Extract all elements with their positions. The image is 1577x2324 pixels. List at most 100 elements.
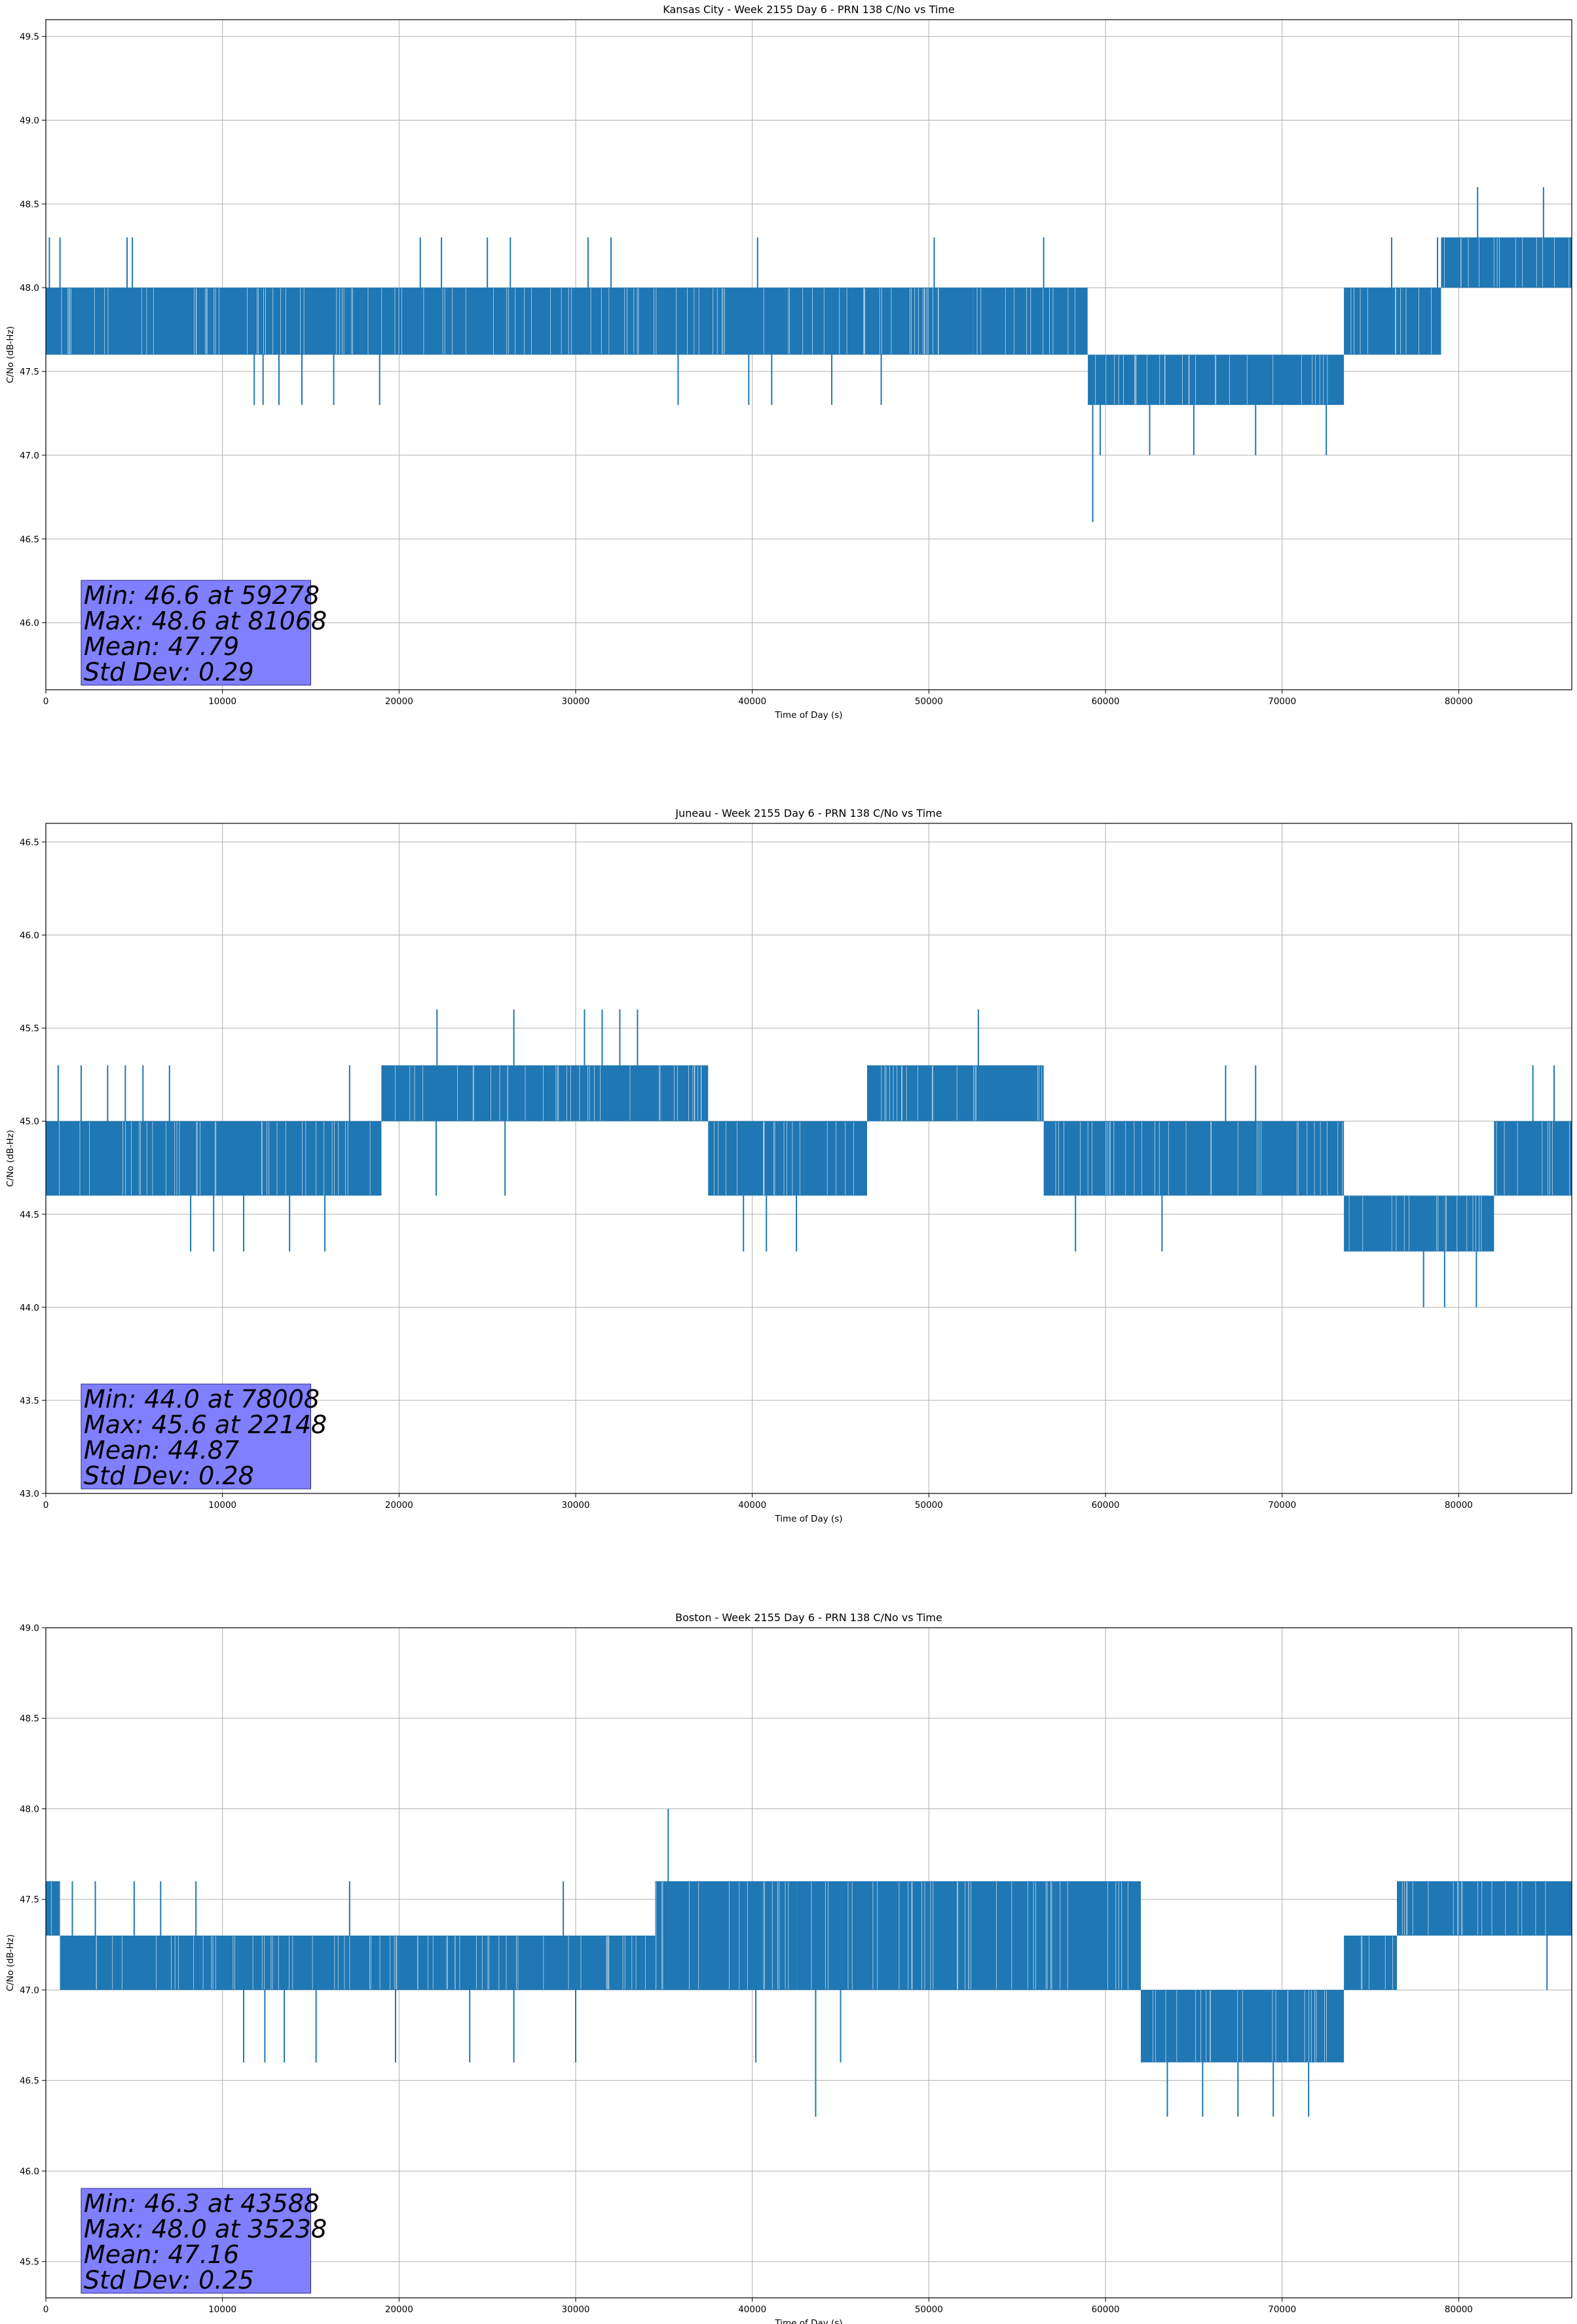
x-tick-label: 30000 [562, 2304, 590, 2315]
y-tick-label: 44.0 [20, 1303, 39, 1313]
y-tick-label: 47.0 [20, 1985, 39, 1996]
stats-line: Std Dev: 0.29 [84, 658, 254, 686]
x-tick-label: 10000 [208, 2304, 236, 2315]
x-tick-label: 0 [43, 696, 49, 707]
axes-frame [45, 1627, 1572, 2298]
x-tick-label: 0 [43, 2304, 49, 2315]
y-tick-label: 43.5 [20, 1396, 39, 1406]
data-series [46, 1809, 1572, 2117]
stats-box [81, 1383, 312, 1490]
x-tick-label: 40000 [738, 1500, 766, 1510]
data-band [1494, 1121, 1572, 1196]
axes-frame [45, 823, 1572, 1494]
y-tick-label: 49.5 [20, 32, 39, 43]
stats-box [81, 580, 312, 686]
data-series [46, 1009, 1572, 1307]
data-band [381, 1065, 709, 1121]
chart-panel-1: 0 10000 20000 30000 40000 50000 60000 70000 8000… [5, 3, 1572, 721]
x-tick-label: 60000 [1092, 2304, 1120, 2315]
data-band [866, 1065, 1044, 1121]
x-tick-label: 80000 [1445, 2304, 1473, 2315]
x-tick-label: 60000 [1092, 1500, 1120, 1510]
stats-line: Mean: 47.79 [84, 632, 239, 661]
data-band [46, 288, 973, 355]
y-tick-label: 45.0 [20, 1117, 39, 1127]
data-band [46, 1121, 382, 1196]
y-tick-label: 44.5 [20, 1210, 39, 1220]
y-tick-label: 48.5 [20, 199, 39, 210]
data-band [60, 1936, 656, 1990]
x-tick-label: 10000 [208, 1500, 236, 1510]
y-tick-label: 47.0 [20, 451, 39, 461]
chart-title: Juneau - Week 2155 Day 6 - PRN 138 C/No … [675, 807, 942, 819]
x-tick-label: 60000 [1092, 696, 1120, 707]
x-tick-label: 50000 [915, 1500, 943, 1510]
x-tick-label: 50000 [915, 2304, 943, 2315]
data-band [46, 1881, 60, 1936]
stats-line: Min: 44.0 at 78008 [84, 1385, 320, 1414]
y-tick-label: 46.5 [20, 534, 39, 545]
x-tick-label: 20000 [385, 2304, 413, 2315]
stats-line: Min: 46.6 at 59278 [84, 581, 320, 610]
y-tick-label: 49.0 [20, 1623, 39, 1634]
stats-line: Mean: 44.87 [84, 1436, 239, 1465]
y-tick-label: 46.0 [20, 618, 39, 629]
x-tick-label: 70000 [1268, 2304, 1296, 2315]
y-tick-label: 46.5 [20, 837, 39, 848]
y-tick-label: 46.0 [20, 2166, 39, 2177]
x-tick-label: 20000 [385, 1500, 413, 1510]
x-tick-label: 80000 [1445, 696, 1473, 707]
y-tick-label: 49.0 [20, 115, 39, 126]
data-band [1344, 1195, 1494, 1252]
chart-title: Boston - Week 2155 Day 6 - PRN 138 C/No … [675, 1611, 942, 1624]
data-band [1344, 1936, 1398, 1990]
x-tick-label: 50000 [915, 696, 943, 707]
data-band [708, 1121, 867, 1196]
x-tick-label: 70000 [1268, 696, 1296, 707]
y-tick-label: 48.5 [20, 1714, 39, 1724]
stats-line: Max: 45.6 at 22148 [84, 1410, 327, 1439]
x-tick-label: 40000 [738, 696, 766, 707]
x-tick-label: 10000 [208, 696, 236, 707]
y-axis-label: C/No (dB-Hz) [5, 1130, 16, 1187]
data-band [655, 1881, 797, 1990]
y-tick-label: 48.0 [20, 283, 39, 293]
x-tick-label: 30000 [562, 696, 590, 707]
stats-line: Std Dev: 0.25 [84, 2266, 254, 2295]
x-axis-label: Time of Day (s) [774, 1514, 842, 1524]
data-band [1344, 288, 1441, 355]
stats-line: Max: 48.6 at 81068 [84, 607, 327, 635]
x-tick-label: 30000 [562, 1500, 590, 1510]
y-axis-label: C/No (dB-Hz) [5, 326, 16, 383]
x-tick-label: 40000 [738, 2304, 766, 2315]
chart-panel-3: 0 10000 20000 30000 40000 50000 60000 70000 8000… [5, 1611, 1572, 2324]
x-tick-label: 70000 [1268, 1500, 1296, 1510]
chart-panel-2: 0 10000 20000 30000 40000 50000 60000 70000 8000… [5, 807, 1572, 1524]
stats-box [81, 2188, 312, 2294]
chart-title: Kansas City - Week 2155 Day 6 - PRN 138 … [663, 3, 954, 16]
x-axis-label: Time of Day (s) [774, 710, 842, 721]
y-axis-label: C/No (dB-Hz) [5, 1934, 16, 1991]
x-tick-label: 80000 [1445, 1500, 1473, 1510]
data-series [46, 187, 1572, 523]
data-band [1043, 1121, 1345, 1196]
x-axis-label: Time of Day (s) [774, 2318, 842, 2324]
stats-line: Max: 48.0 at 35238 [84, 2215, 327, 2243]
y-tick-label: 46.0 [20, 931, 39, 941]
x-tick-label: 0 [43, 1500, 49, 1510]
stats-line: Min: 46.3 at 43588 [84, 2189, 320, 2218]
y-tick-label: 46.5 [20, 2076, 39, 2086]
stats-line: Mean: 47.16 [84, 2240, 239, 2269]
y-tick-label: 43.0 [20, 1489, 39, 1499]
y-tick-label: 48.0 [20, 1804, 39, 1814]
y-tick-label: 45.5 [20, 2257, 39, 2268]
stats-line: Std Dev: 0.28 [84, 1461, 254, 1490]
y-tick-label: 47.5 [20, 1895, 39, 1905]
y-tick-label: 47.5 [20, 367, 39, 377]
data-band [1397, 1881, 1572, 1936]
axes-frame [45, 19, 1572, 690]
